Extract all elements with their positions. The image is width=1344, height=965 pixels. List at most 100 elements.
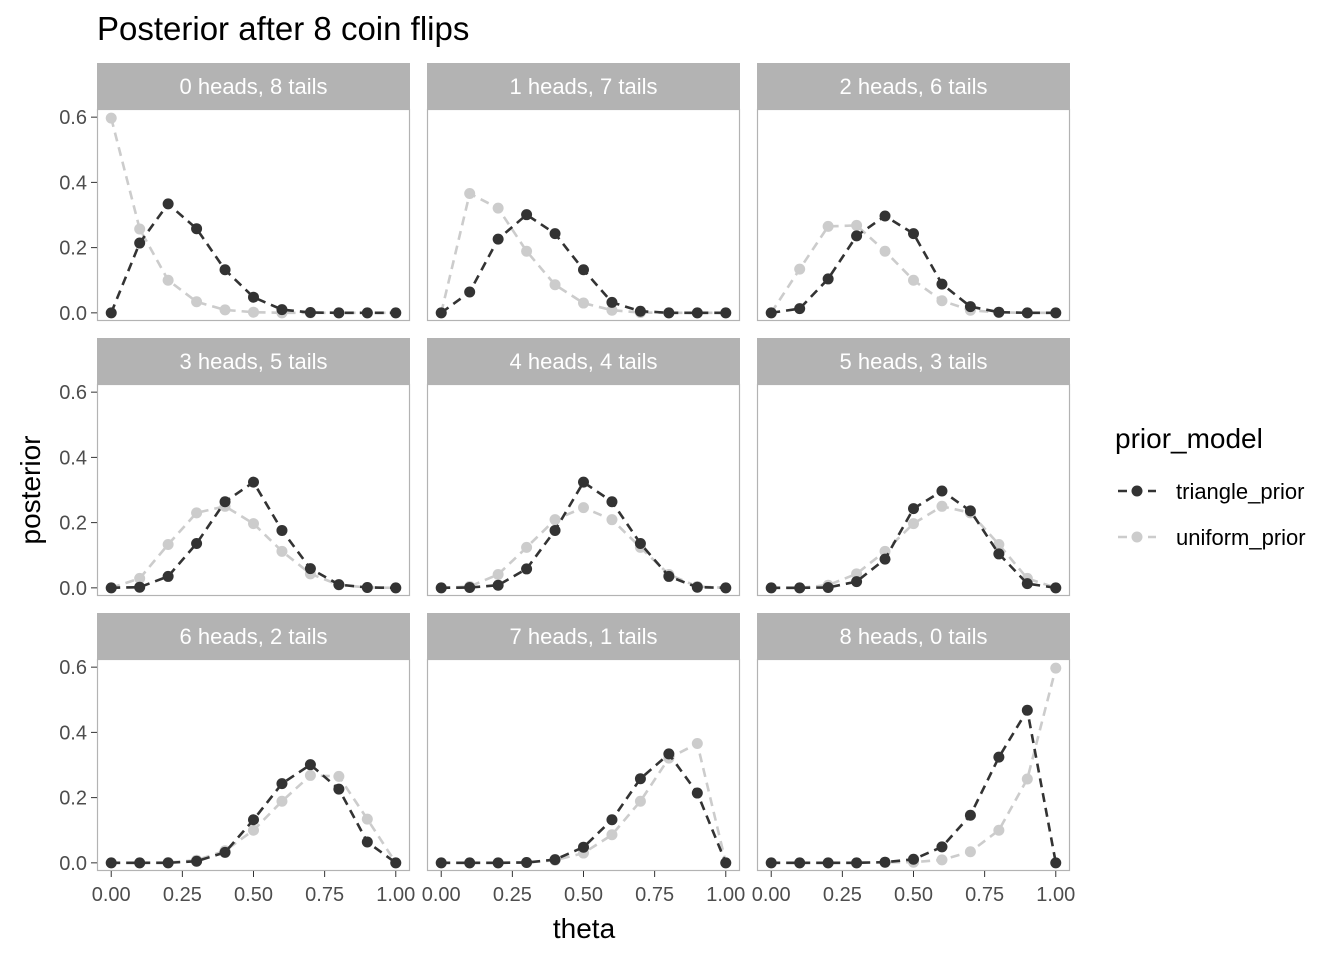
y-tick-label: 0.4 [59,172,87,194]
data-point-uniform_prior [691,737,703,749]
facet-label: 6 heads, 2 tails [180,624,328,649]
data-point-triangle_prior [993,548,1005,560]
facet-strip [427,338,740,384]
data-point-triangle_prior [794,857,806,869]
data-point-triangle_prior [521,563,533,575]
data-point-triangle_prior [549,854,561,866]
data-point-triangle_prior [492,233,504,245]
data-point-triangle_prior [936,485,948,497]
panel-border [756,108,1071,322]
data-point-triangle_prior [219,264,231,276]
data-point-triangle_prior [464,857,476,869]
facet-strip [757,613,1070,659]
facet-label: 0 heads, 8 tails [180,74,328,99]
y-tick-label: 0.2 [59,788,87,810]
data-point-uniform_prior [492,202,504,214]
legend-label: triangle_prior [1176,479,1304,504]
data-point-triangle_prior [390,307,402,319]
data-point-triangle_prior [1050,582,1062,594]
data-point-triangle_prior [691,581,703,593]
data-point-triangle_prior [1050,307,1062,319]
data-point-uniform_prior [549,514,561,526]
y-tick-label: 0.6 [59,657,87,679]
data-point-triangle_prior [691,307,703,319]
legend-key-point [1131,485,1143,497]
data-point-uniform_prior [276,795,288,807]
facet-label: 5 heads, 3 tails [840,349,988,374]
data-point-triangle_prior [162,198,174,210]
chart-title: Posterior after 8 coin flips [97,10,469,47]
data-point-uniform_prior [276,545,288,557]
data-point-triangle_prior [435,857,447,869]
data-point-uniform_prior [578,502,589,514]
panel-border [96,658,411,872]
data-point-triangle_prior [851,576,863,588]
legend-entry: uniform_prior [1118,525,1306,550]
facet-label: 4 heads, 4 tails [510,349,658,374]
data-point-uniform_prior [248,824,259,836]
data-point-uniform_prior [248,306,259,318]
data-point-uniform_prior [521,541,533,553]
data-point-triangle_prior [191,223,203,235]
data-point-uniform_prior [964,846,976,858]
data-point-triangle_prior [578,476,589,488]
x-tick-label: 1.00 [376,884,415,906]
data-point-triangle_prior [879,210,891,222]
series-line-triangle_prior [441,751,728,865]
data-point-triangle_prior [333,783,345,795]
panel-border [96,108,411,322]
data-point-triangle_prior [822,582,834,594]
facet-panel: 0 heads, 8 tails 0.0 0.2 0.4 0.6 [59,63,411,325]
data-point-triangle_prior [219,496,231,508]
data-point-uniform_prior [993,824,1005,836]
data-point-triangle_prior [993,306,1005,318]
data-point-triangle_prior [549,228,561,240]
x-tick-label: 0.25 [823,884,862,906]
data-point-triangle_prior [162,857,174,869]
y-axis-title: posterior [15,436,46,545]
data-point-triangle_prior [134,857,146,869]
facet-panel: 7 heads, 1 tails 0.00 0.25 0.50 0.75 1.00 [422,613,745,906]
data-point-uniform_prior [936,500,948,512]
data-point-triangle_prior [794,303,806,315]
x-tick-label: 0.75 [965,884,1004,906]
data-point-uniform_prior [936,295,948,307]
panel-border [426,658,741,872]
data-point-uniform_prior [464,187,476,199]
data-point-triangle_prior [191,855,203,867]
data-point-uniform_prior [134,572,146,584]
data-point-triangle_prior [663,570,675,582]
series-line-triangle_prior [109,201,396,315]
x-tick-label: 0.50 [234,884,273,906]
x-tick-label: 0.75 [635,884,674,906]
data-point-triangle_prior [105,307,117,319]
data-point-triangle_prior [1050,857,1062,869]
data-point-triangle_prior [134,581,146,593]
data-point-triangle_prior [521,857,533,869]
data-point-triangle_prior [1021,704,1033,716]
y-tick-label: 0.6 [59,107,87,129]
data-point-uniform_prior [936,854,948,866]
data-point-triangle_prior [851,230,863,242]
data-point-triangle_prior [908,228,919,240]
data-point-triangle_prior [276,524,288,536]
data-point-triangle_prior [765,582,777,594]
data-point-triangle_prior [765,857,777,869]
data-point-triangle_prior [105,582,117,594]
data-point-triangle_prior [304,307,316,319]
data-point-triangle_prior [634,305,646,317]
facet-strip [757,63,1070,109]
data-point-triangle_prior [464,286,476,298]
data-point-uniform_prior [219,304,231,316]
facet-strip [427,63,740,109]
facet-strip [97,338,410,384]
series-line-uniform_prior [439,191,726,315]
data-point-triangle_prior [435,582,447,594]
y-tick-label: 0.0 [59,578,87,600]
x-tick-label: 0.50 [894,884,933,906]
facet-label: 3 heads, 5 tails [180,349,328,374]
data-point-triangle_prior [822,273,834,285]
x-tick-label: 0.00 [92,884,131,906]
data-point-triangle_prior [191,537,203,549]
data-point-triangle_prior [720,307,732,319]
